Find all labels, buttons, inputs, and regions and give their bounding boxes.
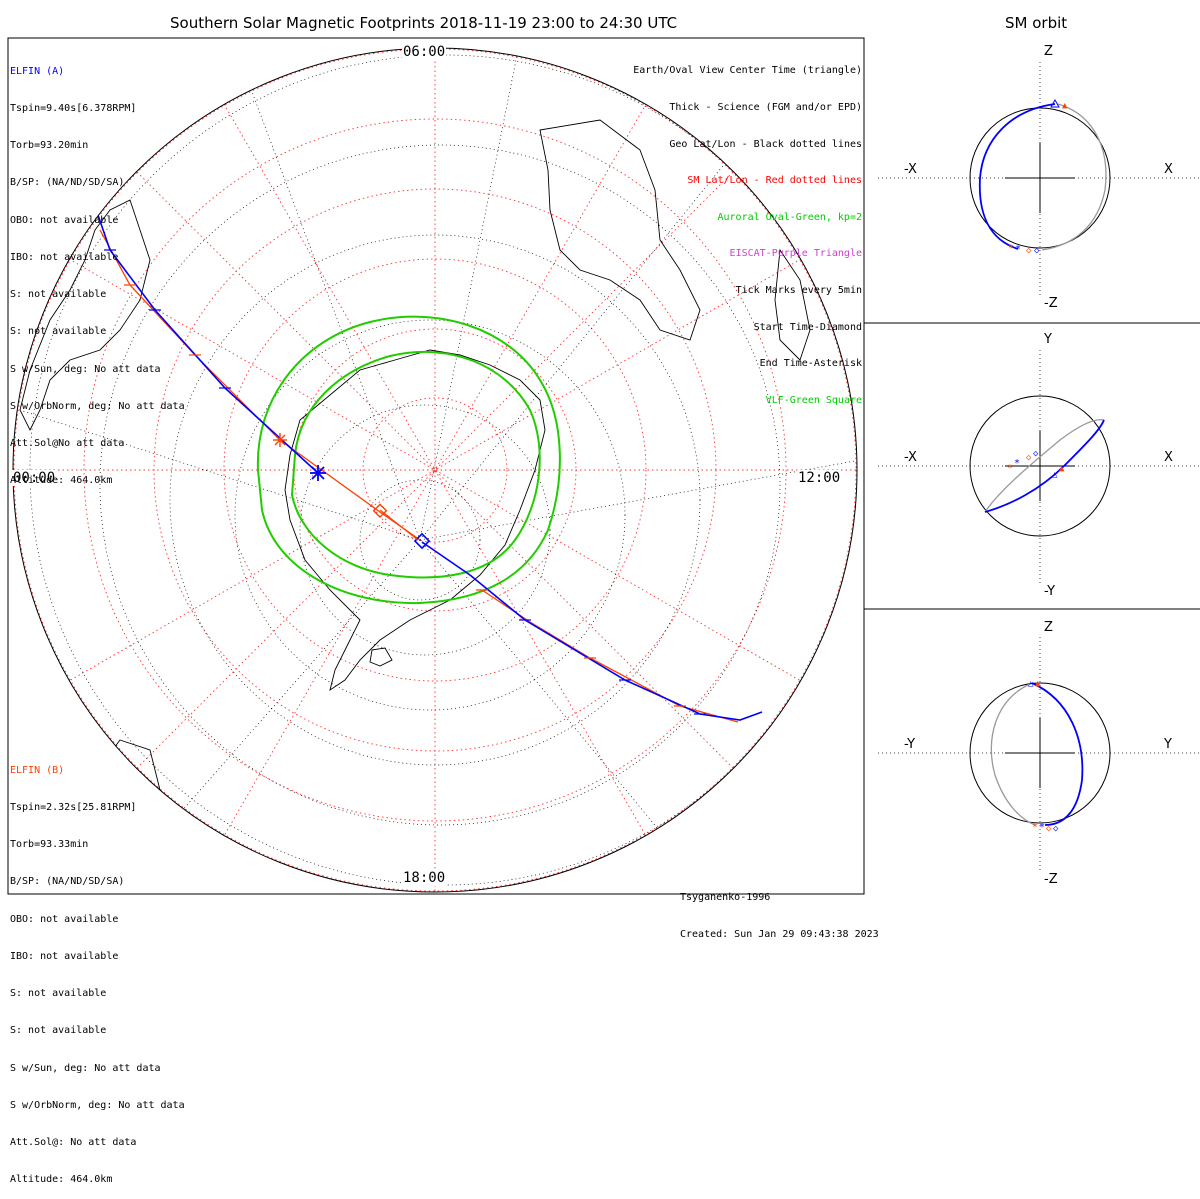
svg-text:*: * xyxy=(1007,463,1013,474)
footprint-map: ▲ * * ◇ ◇ * * ◇ ◇ △ ▲ △ ▲ * * ◇ ◇ xyxy=(7,37,1200,895)
legend-item: VLF-Green Square xyxy=(765,394,862,406)
elfin-a-start-diamond xyxy=(413,532,431,550)
svg-text:◇: ◇ xyxy=(1034,246,1040,256)
elfin-b-line: S: not available xyxy=(10,1025,107,1037)
elfin-a-ticks xyxy=(104,249,706,715)
elfin-a-line: S w/OrbNorm, deg: No att data xyxy=(10,400,185,412)
elfin-a-line: S w/Sun, deg: No att data xyxy=(10,363,161,375)
elfin-b-line: S w/OrbNorm, deg: No att data xyxy=(10,1099,185,1111)
orbit-title: SM orbit xyxy=(1005,14,1068,32)
orbit2-top-label: Y xyxy=(1044,332,1052,347)
orbit1-left-label: -X xyxy=(904,162,917,177)
elfin-b-line: Altitude: 464.0km xyxy=(10,1174,113,1186)
legend-item: SM Lat/Lon - Red dotted lines xyxy=(687,175,862,187)
svg-text:◇: ◇ xyxy=(1046,824,1052,834)
svg-text:*: * xyxy=(1015,244,1021,255)
main-title: Southern Solar Magnetic Footprints 2018-… xyxy=(170,14,678,32)
svg-text:◇: ◇ xyxy=(1026,453,1032,463)
elfin-b-line: Torb=93.33min xyxy=(10,839,89,851)
elfin-a-line: S: not available xyxy=(10,326,107,338)
elfin-b-line: S: not available xyxy=(10,988,107,1000)
hour-label-top: 06:00 xyxy=(402,44,447,60)
svg-text:*: * xyxy=(1032,822,1038,833)
legend-item: EISCAT-Purple Triangle xyxy=(729,248,862,260)
elfin-b-line: S w/Sun, deg: No att data xyxy=(10,1062,161,1074)
elfin-a-line: OBO: not available xyxy=(10,214,119,226)
orbit1-top-label: Z xyxy=(1044,44,1053,59)
orbit-panel-xz: ▲ * * ◇ ◇ xyxy=(878,62,1200,295)
svg-text:◇: ◇ xyxy=(1033,449,1039,459)
elfin-b-name: ELFIN (B) xyxy=(10,764,65,776)
orbit-panel-yz: △ ▲ * * ◇ ◇ xyxy=(878,637,1200,870)
model-label: Tsyganenko-1996 xyxy=(680,891,771,903)
svg-text:*: * xyxy=(1039,822,1045,833)
elfin-b-start-diamond xyxy=(372,503,388,519)
elfin-a-name: ELFIN (A) xyxy=(10,65,65,77)
legend-item: Thick - Science (FGM and/or EPD) xyxy=(669,102,862,114)
svg-text:*: * xyxy=(1008,243,1014,254)
orbit2-bottom-label: -Y xyxy=(1044,584,1056,599)
elfin-a-line: Altitude: 464.0km xyxy=(10,475,113,487)
svg-text:▲: ▲ xyxy=(1059,464,1065,474)
svg-text:◇: ◇ xyxy=(1026,246,1032,256)
svg-text:▲: ▲ xyxy=(1062,101,1068,111)
created-label: Created: Sun Jan 29 09:43:38 2023 xyxy=(680,929,879,941)
elfin-a-line: Att.Sol@No att data xyxy=(10,438,125,449)
legend-item: Geo Lat/Lon - Black dotted lines xyxy=(669,138,862,150)
orbit1-right-label: X xyxy=(1164,162,1173,177)
elfin-a-line: Torb=93.20min xyxy=(10,140,89,152)
orbit2-right-label: X xyxy=(1164,450,1173,465)
hour-label-bottom: 18:00 xyxy=(402,870,447,886)
elfin-a-line: S: not available xyxy=(10,289,107,301)
elfin-b-ticks xyxy=(124,284,686,707)
footer: Tsyganenko-1996 Created: Sun Jan 29 09:4… xyxy=(680,867,879,954)
elfin-b-info: ELFIN (B) Tspin=2.32s[25.81RPM] Torb=93.… xyxy=(10,740,185,1199)
orbit3-left-label: -Y xyxy=(904,737,916,752)
elfin-a-line: Tspin=9.40s[6.378RPM] xyxy=(10,103,137,115)
orbit3-right-label: Y xyxy=(1164,737,1172,752)
legend-item: End Time-Asterisk xyxy=(759,358,862,370)
elfin-a-line: IBO: not available xyxy=(10,251,119,263)
svg-text:◇: ◇ xyxy=(1053,824,1059,834)
elfin-a-end-asterisk xyxy=(310,465,326,481)
hour-label-left: 00:00 xyxy=(12,470,57,486)
elfin-b-footpoint-line xyxy=(379,509,419,541)
hour-label-right: 12:00 xyxy=(797,470,842,486)
legend-item: Tick Marks every 5min xyxy=(735,285,862,297)
elfin-a-info: ELFIN (A) Tspin=9.40s[6.378RPM] Torb=93.… xyxy=(10,41,185,500)
legend-item: Auroral Oval-Green, kp=2 xyxy=(717,211,863,223)
sm-grid xyxy=(13,48,857,892)
svg-text:▲: ▲ xyxy=(1035,679,1041,689)
elfin-b-line: Tspin=2.32s[25.81RPM] xyxy=(10,802,137,814)
elfin-b-line: Att.Sol@: No att data xyxy=(10,1137,137,1148)
orbit3-top-label: Z xyxy=(1044,620,1053,635)
svg-text:△: △ xyxy=(1028,679,1034,689)
map-frame xyxy=(7,37,865,895)
orbit-panel-xy: * * ◇ ◇ △ ▲ xyxy=(878,350,1200,585)
orbit2-left-label: -X xyxy=(904,450,917,465)
elfin-b-line: B/SP: (NA/ND/SD/SA) xyxy=(10,876,125,888)
svg-text:*: * xyxy=(1014,458,1020,469)
elfin-b-line: IBO: not available xyxy=(10,950,119,962)
legend: Earth/Oval View Center Time (triangle) T… xyxy=(633,41,862,419)
geo-grid xyxy=(19,48,857,886)
orbit1-bottom-label: -Z xyxy=(1044,296,1058,311)
svg-text:△: △ xyxy=(1052,470,1058,480)
elfin-b-end-asterisk xyxy=(273,433,287,447)
legend-item: Earth/Oval View Center Time (triangle) xyxy=(633,65,862,77)
elfin-a-line: B/SP: (NA/ND/SD/SA) xyxy=(10,177,125,189)
orbit3-bottom-label: -Z xyxy=(1044,872,1058,887)
auroral-oval xyxy=(256,315,561,605)
elfin-b-line: OBO: not available xyxy=(10,913,119,925)
legend-item: Start Time-Diamond xyxy=(753,321,862,333)
